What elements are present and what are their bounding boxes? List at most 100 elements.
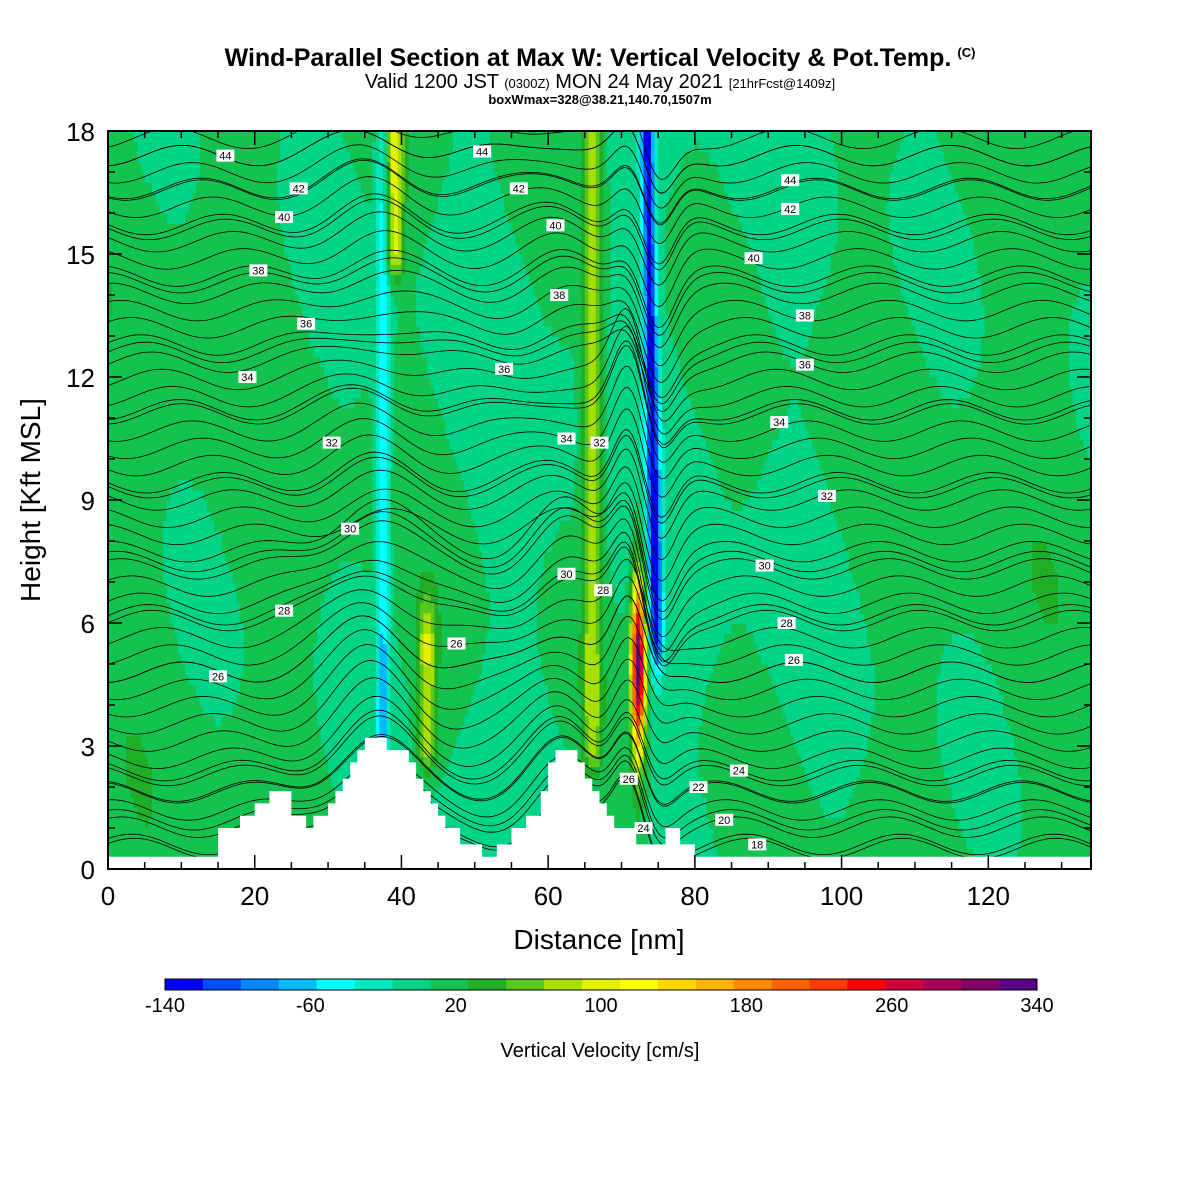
velocity-cell <box>269 705 274 716</box>
velocity-cell <box>155 428 160 440</box>
velocity-cell <box>207 223 212 235</box>
velocity-cell <box>247 172 252 183</box>
velocity-cell <box>240 551 245 563</box>
velocity-cell <box>243 131 248 142</box>
velocity-cell <box>306 643 311 655</box>
velocity-cell <box>185 356 190 368</box>
velocity-cell <box>298 346 303 358</box>
velocity-cell <box>306 172 311 183</box>
velocity-cell <box>276 315 281 327</box>
velocity-cell <box>203 438 208 450</box>
velocity-cell <box>335 602 340 614</box>
velocity-cell <box>192 664 197 675</box>
velocity-cell <box>185 428 190 440</box>
velocity-cell <box>262 551 267 563</box>
velocity-cell <box>115 459 120 470</box>
velocity-cell <box>210 141 215 153</box>
velocity-cell <box>350 582 355 593</box>
velocity-cell <box>141 151 146 163</box>
velocity-cell <box>313 766 318 778</box>
velocity-cell <box>144 284 149 296</box>
velocity-cell <box>214 305 219 317</box>
velocity-cell <box>170 633 175 645</box>
velocity-cell <box>214 582 219 593</box>
velocity-cell <box>185 233 190 245</box>
velocity-cell <box>152 315 157 327</box>
velocity-cell <box>108 407 113 419</box>
velocity-cell <box>152 438 157 450</box>
velocity-cell <box>247 131 252 142</box>
velocity-cell <box>155 561 160 573</box>
velocity-cell <box>133 787 138 798</box>
velocity-cell <box>196 807 201 819</box>
velocity-cell <box>269 346 274 358</box>
velocity-cell <box>280 397 285 409</box>
velocity-cell <box>339 223 344 235</box>
velocity-cell <box>273 612 278 624</box>
velocity-cell <box>177 172 182 183</box>
velocity-cell <box>207 346 212 358</box>
velocity-cell <box>284 407 289 419</box>
velocity-cell <box>155 407 160 419</box>
velocity-cell <box>247 489 252 501</box>
velocity-cell <box>324 202 329 214</box>
velocity-cell <box>236 459 241 470</box>
velocity-cell <box>331 459 336 470</box>
velocity-cell <box>284 243 289 255</box>
velocity-cell <box>262 387 267 399</box>
velocity-cell <box>221 213 226 224</box>
velocity-cell <box>221 684 226 696</box>
velocity-cell <box>210 182 215 194</box>
velocity-cell <box>130 674 135 686</box>
velocity-cell <box>265 264 270 276</box>
velocity-cell <box>287 756 292 768</box>
velocity-cell <box>236 202 241 214</box>
velocity-cell <box>236 161 241 173</box>
velocity-cell <box>265 664 270 675</box>
velocity-cell <box>188 305 193 317</box>
velocity-cell <box>177 315 182 327</box>
velocity-cell <box>119 582 124 593</box>
velocity-cell <box>335 776 340 788</box>
velocity-cell <box>291 397 296 409</box>
velocity-cell <box>207 479 212 491</box>
velocity-cell <box>291 541 296 552</box>
velocity-cell <box>122 223 127 235</box>
velocity-cell <box>181 223 186 235</box>
velocity-cell <box>313 233 318 245</box>
velocity-cell <box>218 489 223 501</box>
velocity-cell <box>221 172 226 183</box>
velocity-cell <box>159 192 164 204</box>
velocity-cell <box>280 674 285 686</box>
velocity-cell <box>331 448 336 460</box>
velocity-cell <box>119 305 124 317</box>
velocity-cell <box>203 469 208 481</box>
velocity-cell <box>280 305 285 317</box>
velocity-cell <box>170 182 175 194</box>
velocity-cell <box>133 233 138 245</box>
velocity-cell <box>166 387 171 399</box>
velocity-cell <box>181 541 186 552</box>
velocity-cell <box>126 776 131 788</box>
velocity-cell <box>119 776 124 788</box>
velocity-cell <box>350 182 355 194</box>
velocity-cell <box>229 766 234 778</box>
velocity-cell <box>247 438 252 450</box>
velocity-cell <box>306 817 311 829</box>
velocity-cell <box>137 530 142 542</box>
velocity-cell <box>214 479 219 491</box>
velocity-cell <box>243 500 248 511</box>
velocity-cell <box>159 848 164 860</box>
velocity-cell <box>258 438 263 450</box>
velocity-cell <box>207 787 212 798</box>
velocity-cell <box>137 459 142 470</box>
velocity-cell <box>229 715 234 727</box>
velocity-cell <box>335 500 340 511</box>
velocity-cell <box>302 561 307 573</box>
velocity-cell <box>192 243 197 255</box>
velocity-cell <box>152 469 157 481</box>
velocity-cell <box>254 582 259 593</box>
velocity-cell <box>185 582 190 593</box>
velocity-cell <box>159 356 164 368</box>
velocity-cell <box>148 295 153 306</box>
